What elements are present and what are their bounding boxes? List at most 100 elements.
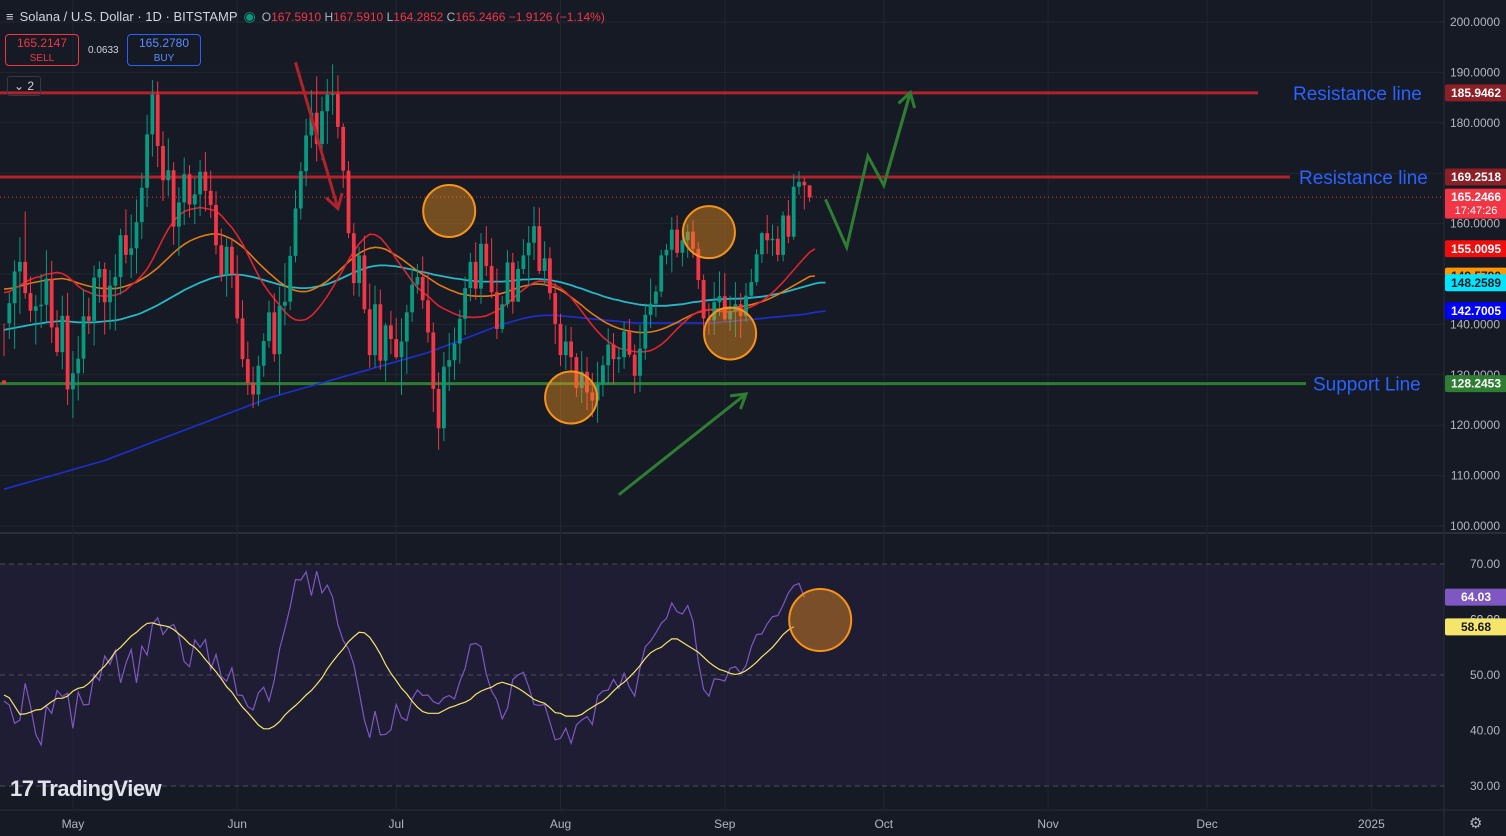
candle-body <box>28 293 33 311</box>
candle-body <box>606 344 611 366</box>
up-arrow-head <box>729 392 749 410</box>
x-tick-label: Aug <box>550 817 571 831</box>
candle-body <box>224 246 229 276</box>
symbol-title[interactable]: Solana / U.S. Dollar · 1D · BITSTAMP <box>19 9 238 24</box>
candle-body <box>791 186 796 237</box>
candle-body <box>558 323 563 356</box>
candle-body <box>765 233 770 241</box>
candle-body <box>712 302 717 321</box>
candle-body <box>394 339 399 358</box>
ohlc-readout: O167.5910 H167.5910 L164.2852 C165.2466 … <box>261 9 605 24</box>
candle-body <box>760 233 764 255</box>
candle-body <box>293 208 298 256</box>
price-tag-ema-slow-bg <box>1445 274 1506 292</box>
spread-value: 0.0633 <box>88 45 119 56</box>
x-tick-label: Jun <box>228 817 247 831</box>
candle-body <box>102 268 107 303</box>
candle-body <box>76 358 81 374</box>
level-label-resistance-lower: Resistance line <box>1299 168 1428 189</box>
x-tick-label: 2025 <box>1358 817 1385 831</box>
tradingview-logo[interactable]: 17 TradingView <box>10 776 162 802</box>
candle-body <box>442 366 446 429</box>
candle-body <box>341 126 346 171</box>
y-tick-label: 200.0000 <box>1450 15 1500 29</box>
candle-body <box>537 226 542 271</box>
y-tick-label: 140.0000 <box>1450 317 1500 331</box>
level-tag-resistance-upper-bg <box>1445 84 1506 102</box>
candle-body <box>585 371 589 393</box>
ema-slow-line <box>3 264 826 331</box>
candle-body <box>404 312 409 342</box>
candle-body <box>336 94 340 127</box>
candle-body <box>611 344 616 360</box>
candles-group <box>2 64 812 450</box>
up-arrow-shaft <box>617 392 747 496</box>
rsi-tag-rsi-value-bg <box>1445 588 1506 606</box>
candle-body <box>33 306 38 311</box>
candle-body <box>500 304 505 329</box>
y-tick-label: 110.0000 <box>1451 469 1500 483</box>
buy-button[interactable]: 165.2780 BUY <box>127 34 201 66</box>
candle-body <box>383 325 388 361</box>
candle-body <box>569 341 573 358</box>
candle-body <box>330 94 335 96</box>
candle-body <box>71 373 75 390</box>
candle-body <box>436 388 441 429</box>
candle-body <box>309 112 314 136</box>
rsi-tick-label: 50.00 <box>1470 668 1500 682</box>
candle-body <box>378 304 383 361</box>
circle-rsi <box>788 588 853 653</box>
candle-body <box>18 261 22 272</box>
candle-body <box>648 303 653 315</box>
sma-long-line <box>3 310 826 490</box>
candle-body <box>420 277 425 301</box>
candle-body <box>145 134 149 188</box>
candle-body <box>235 274 240 319</box>
candle-body <box>304 135 308 172</box>
circle-late-aug <box>422 184 477 238</box>
candle-body <box>484 243 489 266</box>
price-tag-last-price-text: 165.2466 <box>1451 190 1501 204</box>
candle-body <box>124 235 128 255</box>
menu-icon[interactable]: ≡ <box>6 9 14 24</box>
candle-body <box>65 315 70 390</box>
candle-body <box>685 231 690 241</box>
candle-body <box>627 331 632 355</box>
projected-zigzag-arrow-shaft <box>882 92 912 186</box>
candle-body <box>346 170 351 234</box>
symbol-header: ≡ Solana / U.S. Dollar · 1D · BITSTAMP ◉… <box>6 8 605 25</box>
price-tag-sma-long-bg <box>1445 302 1506 320</box>
candle-body <box>616 357 621 360</box>
tradingview-logo-mark: 17 <box>10 776 34 801</box>
candle-body <box>325 94 330 112</box>
candle-body <box>473 261 478 289</box>
buy-label: BUY <box>153 53 175 64</box>
circle-early-oct <box>703 306 758 361</box>
level-tag-resistance-upper-text: 185.9462 <box>1451 86 1501 100</box>
candle-body <box>770 238 775 241</box>
candle-body <box>245 359 250 383</box>
price-tag-sma-long-text: 142.7005 <box>1451 304 1501 318</box>
candle-body <box>86 316 91 321</box>
candle-body <box>521 255 526 269</box>
candle-body <box>298 171 303 209</box>
candle-body <box>362 255 367 310</box>
sell-button[interactable]: 165.2147 SELL <box>5 34 79 66</box>
candle-body <box>2 380 6 384</box>
candle-body <box>283 301 287 306</box>
rsi-tick-label: 30.00 <box>1470 779 1500 793</box>
candle-body <box>192 194 197 205</box>
candle-body <box>161 145 165 181</box>
x-tick-label: Jul <box>389 817 404 831</box>
candle-body <box>410 284 414 313</box>
candle-body <box>261 341 266 366</box>
candle-body <box>696 248 701 281</box>
candle-body <box>214 204 218 246</box>
candle-body <box>177 202 181 227</box>
level-label-support: Support Line <box>1313 375 1421 396</box>
candle-body <box>590 392 595 401</box>
candle-body <box>139 187 144 223</box>
indicators-legend-toggle[interactable]: ⌄ 2 <box>7 76 41 96</box>
gear-icon[interactable]: ⚙ <box>1469 815 1483 832</box>
